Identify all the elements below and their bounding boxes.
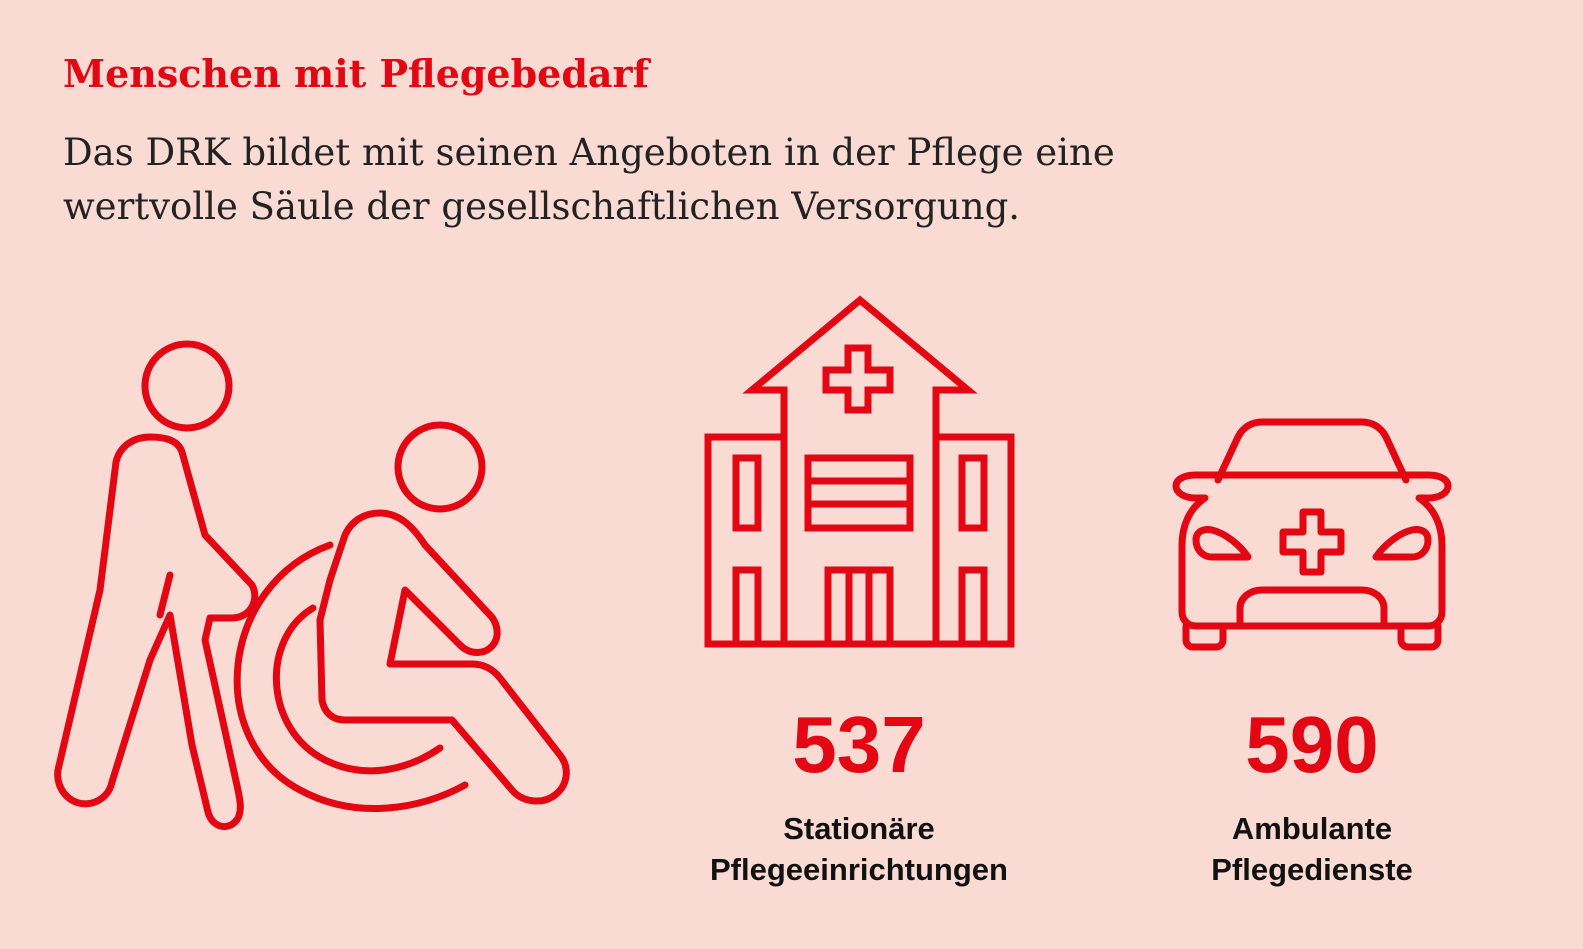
wheel-inner-arc-icon (272, 604, 444, 775)
left-headlight-icon (1192, 526, 1252, 561)
car-roof-icon (1214, 418, 1410, 484)
page-title: Menschen mit Pflegebedarf (63, 51, 649, 96)
caregiver-body-icon (54, 433, 259, 830)
car-medical-cross-icon (1279, 508, 1345, 576)
stat-label-facilities-line-2: Pflegeeinrichtungen (710, 852, 1008, 887)
stat-value-facilities: 537 (792, 700, 926, 789)
caregiver-head-icon (141, 340, 233, 432)
wheel-outer-arc-icon (233, 541, 469, 812)
left-wheel-icon (1182, 622, 1227, 651)
right-window-bottom-icon (958, 566, 988, 648)
stat-label-facilities: Stationäre Pflegeeinrichtungen (649, 808, 1069, 890)
patient-body-icon (316, 509, 570, 805)
left-window-bottom-icon (732, 566, 762, 648)
page-subtitle: Das DRK bildet mit seinen Angeboten in d… (63, 126, 1115, 234)
caregiver-arm-icon (156, 571, 174, 619)
car-grille-icon (1236, 586, 1388, 630)
roof-icon (704, 295, 1015, 648)
right-window-top-icon (958, 454, 988, 532)
car-body-icon (1172, 471, 1452, 630)
stat-label-services: Ambulante Pflegedienste (1102, 808, 1522, 890)
patient-head-icon (394, 421, 486, 513)
center-window-icon (804, 454, 914, 532)
stat-label-facilities-line-1: Stationäre (783, 811, 935, 846)
subtitle-line-1: Das DRK bildet mit seinen Angeboten in d… (63, 131, 1115, 174)
left-window-top-icon (732, 454, 762, 532)
right-wheel-icon (1397, 622, 1442, 651)
entrance-door-icon (824, 566, 894, 648)
stat-value-services: 590 (1245, 700, 1379, 789)
stat-label-services-line-2: Pflegedienste (1211, 852, 1413, 887)
medical-cross-icon (822, 344, 894, 414)
subtitle-line-2: wertvolle Säule der gesellschaftlichen V… (63, 185, 1021, 228)
right-headlight-icon (1372, 526, 1432, 561)
stat-label-services-line-1: Ambulante (1231, 811, 1393, 846)
